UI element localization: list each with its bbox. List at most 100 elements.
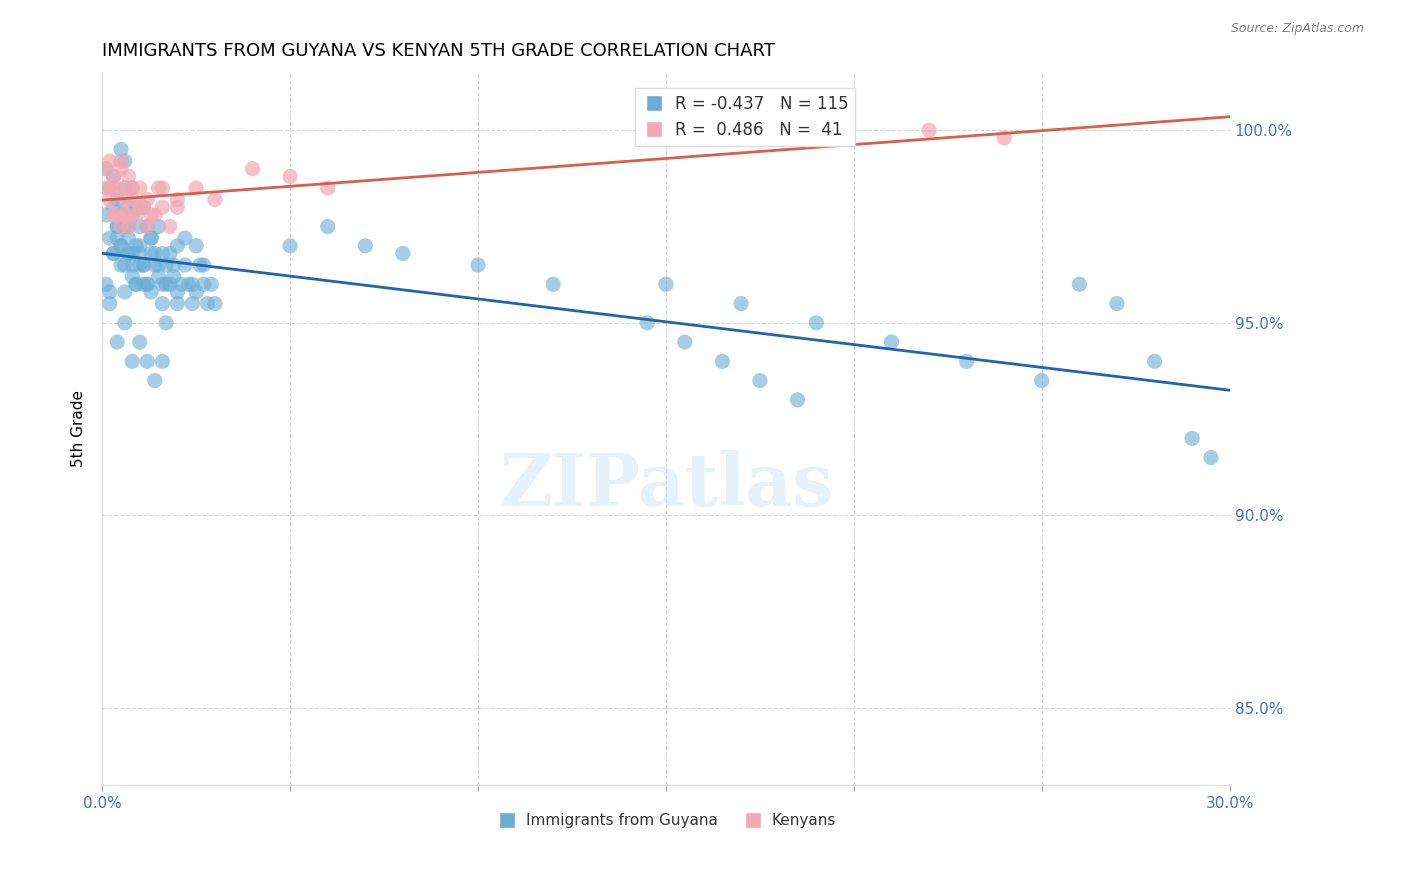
- Kenyans: [114, 208, 136, 222]
- Immigrants from Guyana: [193, 258, 215, 272]
- Immigrants from Guyana: [204, 296, 226, 310]
- Immigrants from Guyana: [150, 296, 173, 310]
- Kenyans: [121, 193, 143, 207]
- Immigrants from Guyana: [139, 285, 162, 299]
- Immigrants from Guyana: [110, 208, 132, 222]
- Immigrants from Guyana: [166, 296, 188, 310]
- Immigrants from Guyana: [94, 277, 117, 292]
- Immigrants from Guyana: [128, 246, 150, 260]
- Immigrants from Guyana: [181, 277, 204, 292]
- Immigrants from Guyana: [125, 239, 148, 253]
- Kenyans: [242, 161, 264, 176]
- Immigrants from Guyana: [98, 181, 121, 195]
- Immigrants from Guyana: [711, 354, 734, 368]
- Immigrants from Guyana: [1031, 374, 1053, 388]
- Immigrants from Guyana: [117, 246, 139, 260]
- Kenyans: [136, 193, 159, 207]
- Immigrants from Guyana: [103, 246, 125, 260]
- Immigrants from Guyana: [128, 239, 150, 253]
- Immigrants from Guyana: [136, 277, 159, 292]
- Immigrants from Guyana: [143, 246, 166, 260]
- Immigrants from Guyana: [200, 277, 222, 292]
- Immigrants from Guyana: [166, 239, 188, 253]
- Immigrants from Guyana: [139, 231, 162, 245]
- Kenyans: [103, 169, 125, 184]
- Immigrants from Guyana: [114, 181, 136, 195]
- Kenyans: [117, 169, 139, 184]
- Immigrants from Guyana: [155, 316, 177, 330]
- Kenyans: [105, 208, 128, 222]
- Immigrants from Guyana: [162, 269, 184, 284]
- Immigrants from Guyana: [150, 354, 173, 368]
- Kenyans: [918, 123, 941, 137]
- Immigrants from Guyana: [136, 277, 159, 292]
- Kenyans: [139, 208, 162, 222]
- Immigrants from Guyana: [121, 269, 143, 284]
- Immigrants from Guyana: [159, 277, 181, 292]
- Immigrants from Guyana: [177, 277, 200, 292]
- Immigrants from Guyana: [392, 246, 415, 260]
- Immigrants from Guyana: [354, 239, 377, 253]
- Immigrants from Guyana: [105, 219, 128, 234]
- Immigrants from Guyana: [162, 258, 184, 272]
- Immigrants from Guyana: [94, 161, 117, 176]
- Kenyans: [114, 193, 136, 207]
- Immigrants from Guyana: [174, 231, 197, 245]
- Immigrants from Guyana: [128, 258, 150, 272]
- Immigrants from Guyana: [103, 169, 125, 184]
- Kenyans: [121, 181, 143, 195]
- Immigrants from Guyana: [117, 219, 139, 234]
- Immigrants from Guyana: [121, 181, 143, 195]
- Immigrants from Guyana: [121, 258, 143, 272]
- Immigrants from Guyana: [148, 219, 170, 234]
- Kenyans: [166, 200, 188, 214]
- Immigrants from Guyana: [117, 231, 139, 245]
- Immigrants from Guyana: [105, 335, 128, 350]
- Immigrants from Guyana: [1199, 450, 1222, 465]
- Kenyans: [94, 161, 117, 176]
- Kenyans: [117, 208, 139, 222]
- Immigrants from Guyana: [121, 208, 143, 222]
- Immigrants from Guyana: [105, 193, 128, 207]
- Kenyans: [204, 193, 226, 207]
- Immigrants from Guyana: [98, 285, 121, 299]
- Kenyans: [278, 169, 301, 184]
- Immigrants from Guyana: [94, 208, 117, 222]
- Immigrants from Guyana: [114, 219, 136, 234]
- Immigrants from Guyana: [121, 246, 143, 260]
- Y-axis label: 5th Grade: 5th Grade: [72, 391, 86, 467]
- Immigrants from Guyana: [110, 239, 132, 253]
- Kenyans: [110, 154, 132, 169]
- Immigrants from Guyana: [132, 258, 155, 272]
- Kenyans: [148, 181, 170, 195]
- Immigrants from Guyana: [139, 246, 162, 260]
- Immigrants from Guyana: [956, 354, 979, 368]
- Kenyans: [110, 161, 132, 176]
- Kenyans: [128, 200, 150, 214]
- Immigrants from Guyana: [730, 296, 752, 310]
- Immigrants from Guyana: [110, 239, 132, 253]
- Kenyans: [143, 208, 166, 222]
- Kenyans: [150, 181, 173, 195]
- Kenyans: [94, 181, 117, 195]
- Immigrants from Guyana: [98, 231, 121, 245]
- Immigrants from Guyana: [186, 285, 208, 299]
- Immigrants from Guyana: [125, 277, 148, 292]
- Legend: Immigrants from Guyana, Kenyans: Immigrants from Guyana, Kenyans: [489, 807, 842, 835]
- Immigrants from Guyana: [467, 258, 489, 272]
- Immigrants from Guyana: [121, 354, 143, 368]
- Immigrants from Guyana: [143, 258, 166, 272]
- Immigrants from Guyana: [114, 285, 136, 299]
- Immigrants from Guyana: [114, 258, 136, 272]
- Immigrants from Guyana: [103, 246, 125, 260]
- Immigrants from Guyana: [673, 335, 696, 350]
- Immigrants from Guyana: [155, 277, 177, 292]
- Immigrants from Guyana: [278, 239, 301, 253]
- Immigrants from Guyana: [155, 258, 177, 272]
- Immigrants from Guyana: [1069, 277, 1091, 292]
- Immigrants from Guyana: [186, 239, 208, 253]
- Immigrants from Guyana: [148, 258, 170, 272]
- Immigrants from Guyana: [880, 335, 903, 350]
- Immigrants from Guyana: [136, 354, 159, 368]
- Immigrants from Guyana: [132, 200, 155, 214]
